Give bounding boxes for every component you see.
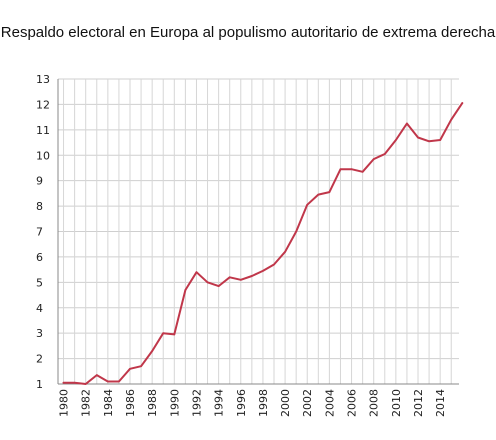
data-point [73,381,76,384]
y-tick-label: 8 [36,200,43,213]
y-tick-label: 10 [36,149,50,162]
data-point [439,139,441,141]
data-point [62,381,65,384]
x-tick-label: 1994 [213,389,226,417]
x-tick-label: 2012 [412,389,425,417]
data-point [262,270,264,272]
y-tick-label: 12 [36,98,50,111]
x-tick-label: 1982 [80,389,93,417]
data-point [372,158,375,160]
data-point [417,136,419,139]
y-tick-label: 3 [36,327,43,340]
data-point [173,333,176,336]
data-point [184,289,187,291]
x-tick-label: 2000 [279,389,292,417]
data-point [361,170,364,173]
x-tick-label: 1996 [235,389,248,417]
data-point [461,102,464,104]
y-tick-label: 7 [36,226,43,239]
x-tick-label: 2008 [368,389,381,417]
x-tick-label: 1988 [146,389,159,417]
data-point [151,350,153,352]
data-point [450,118,453,121]
data-point [339,168,342,171]
x-tick-label: 1986 [124,389,137,417]
x-tick-label: 2002 [301,389,314,417]
x-tick-label: 1984 [102,389,115,417]
data-point [228,276,231,279]
data-point [395,139,397,141]
data-point [162,332,165,334]
y-tick-label: 6 [36,251,43,264]
data-point [140,365,142,368]
data-point [350,168,353,171]
y-tick-label: 13 [36,73,50,86]
data-point [273,263,275,266]
data-point [206,281,209,284]
data-point [406,122,408,125]
data-point [95,374,98,376]
data-point [239,278,242,281]
x-tick-label: 1998 [257,389,270,417]
x-tick-label: 1980 [58,389,71,417]
y-tick-label: 9 [36,175,43,188]
x-tick-label: 2004 [323,389,336,417]
y-tick-label: 4 [36,302,43,315]
data-point [383,153,386,155]
data-point [306,204,309,206]
data-point [284,251,286,253]
data-point [317,193,320,196]
data-point [84,383,87,385]
data-point [328,191,331,193]
y-tick-label: 2 [36,353,43,366]
x-tick-label: 2006 [346,389,359,417]
data-point [428,140,430,143]
data-point [129,367,131,370]
data-point [107,380,109,383]
data-point [118,380,120,383]
y-tick-label: 1 [36,378,43,391]
y-tick-label: 11 [36,124,50,137]
data-point [251,275,253,277]
data-point [295,230,297,233]
x-tick-label: 1990 [168,389,181,417]
x-tick-label: 2010 [390,389,403,417]
data-point [217,285,220,287]
chart-title: Respaldo electoral en Europa al populism… [0,24,496,41]
y-tick-label: 5 [36,276,43,289]
x-tick-label: 2014 [434,389,447,417]
data-point [195,271,198,273]
x-tick-label: 1992 [190,389,203,417]
